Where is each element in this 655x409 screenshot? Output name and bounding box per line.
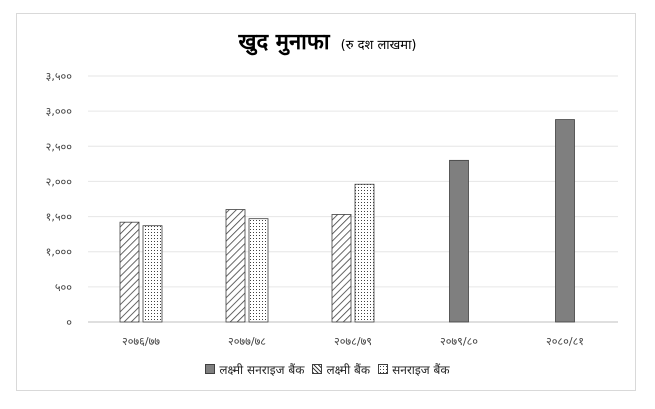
x-tick-label: २०७९/८० bbox=[440, 335, 478, 348]
chart-legend: लक्ष्मी सनराइज बैंक लक्ष्मी बैंक सनराइज बै… bbox=[0, 359, 655, 378]
y-tick-label: ५०० bbox=[55, 281, 72, 294]
legend-swatch bbox=[378, 364, 389, 374]
legend-swatch bbox=[312, 364, 323, 374]
x-tick-label: २०८०/८१ bbox=[546, 335, 584, 348]
y-tick-label: ० bbox=[66, 316, 72, 329]
y-tick-label: २,००० bbox=[46, 175, 73, 188]
y-tick-label: १,००० bbox=[46, 246, 73, 259]
bar-2-2 bbox=[354, 183, 375, 323]
legend-item: लक्ष्मी बैंक bbox=[312, 361, 370, 378]
chart-subtitle: (रु दश लाखमा) bbox=[340, 38, 417, 53]
bar-0-3 bbox=[449, 159, 469, 323]
bar-1-0 bbox=[119, 221, 140, 323]
legend-label: लक्ष्मी बैंक bbox=[326, 362, 371, 377]
legend-item: सनराइज बैंक bbox=[378, 361, 450, 378]
bar-2-0 bbox=[142, 225, 163, 323]
chart-title-block: खुद मुनाफा (रु दश लाखमा) bbox=[0, 26, 655, 56]
y-tick-label: ३,००० bbox=[46, 105, 73, 118]
legend-label: लक्ष्मी सनराइज बैंक bbox=[219, 362, 305, 377]
y-tick-label: २,५०० bbox=[46, 140, 73, 153]
bar-1-1 bbox=[225, 209, 246, 323]
y-tick-label: ३,५०० bbox=[46, 70, 73, 83]
x-tick-label: २०७६/७७ bbox=[122, 335, 160, 348]
x-tick-label: २०७८/७९ bbox=[334, 335, 372, 348]
x-tick-label: २०७७/७८ bbox=[228, 335, 266, 348]
y-tick-label: १,५०० bbox=[46, 211, 73, 224]
bar-0-4 bbox=[555, 119, 575, 323]
legend-label: सनराइज बैंक bbox=[392, 362, 450, 377]
bar-2-1 bbox=[248, 218, 269, 323]
legend-swatch bbox=[205, 364, 216, 374]
legend-item: लक्ष्मी सनराइज बैंक bbox=[205, 361, 304, 378]
bar-1-2 bbox=[331, 214, 352, 323]
chart-title: खुद मुनाफा bbox=[238, 30, 330, 55]
